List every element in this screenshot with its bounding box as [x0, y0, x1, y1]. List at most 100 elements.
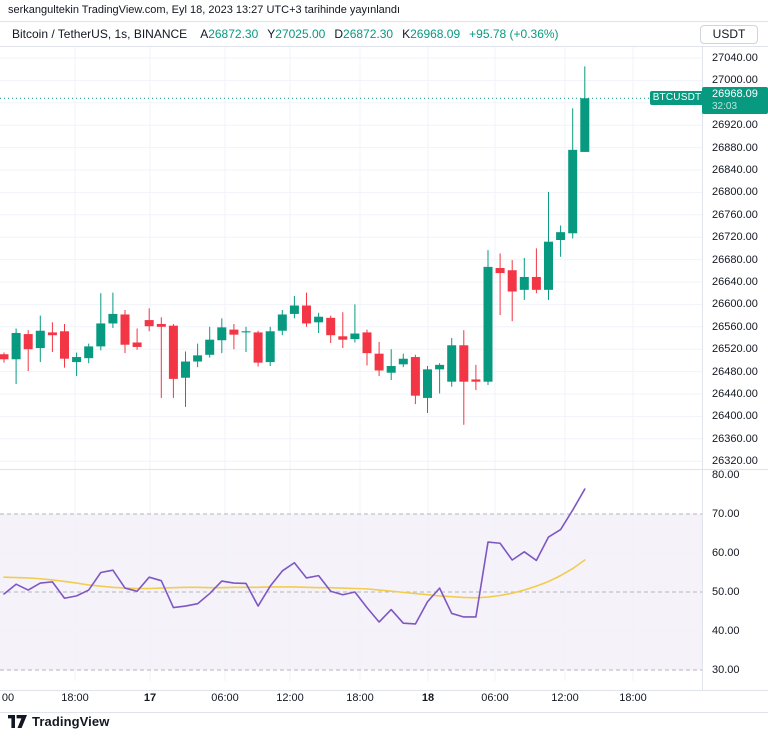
ohlc-label: D [334, 27, 344, 41]
candle-body [205, 339, 215, 355]
candle[interactable] [568, 108, 578, 239]
candle[interactable] [302, 292, 311, 327]
time-axis[interactable]: 00 18:00 17 06:00 12:00 18:00 18 06:00 12:00 18:0… [0, 692, 768, 712]
time-axis-label: 00 [1, 692, 15, 704]
price-axis-label: 26360.00 [712, 432, 758, 445]
candle[interactable] [507, 260, 517, 322]
candle[interactable] [11, 328, 21, 384]
candle[interactable] [544, 191, 553, 300]
candle-body [96, 323, 106, 347]
last-price-label: 26968.09 32:03 [702, 87, 768, 114]
candle[interactable] [217, 318, 227, 354]
candle[interactable] [326, 315, 336, 344]
candle[interactable] [181, 351, 190, 407]
rsi-axis-label: 80.00 [712, 469, 740, 481]
candle[interactable] [447, 338, 457, 387]
ohlc-value: 26872.30 [208, 27, 259, 41]
candle[interactable] [132, 328, 142, 350]
candle[interactable] [277, 310, 287, 336]
candle-body [84, 346, 94, 359]
time-axis-label: 18:00 [346, 692, 374, 704]
candle[interactable] [193, 343, 203, 368]
toolbar-separator [0, 46, 768, 47]
tradingview-logo-text[interactable]: TradingView [32, 714, 110, 729]
widget-bottom-border [0, 712, 768, 713]
candle[interactable] [144, 308, 154, 332]
price-axis-label: 26440.00 [712, 388, 758, 400]
candle[interactable] [168, 324, 178, 398]
candle[interactable] [556, 225, 566, 257]
candle-body [568, 149, 578, 234]
candle[interactable] [108, 292, 118, 328]
candle[interactable] [23, 330, 33, 372]
candle[interactable] [435, 363, 445, 394]
candle[interactable] [459, 330, 469, 425]
candle[interactable] [471, 364, 481, 391]
price-axis-label: 26680.00 [712, 253, 758, 266]
candle[interactable] [314, 312, 324, 333]
candle[interactable] [338, 312, 348, 349]
candle[interactable] [386, 349, 396, 380]
price-pane-chart[interactable] [0, 47, 702, 469]
rsi-ma-line [3, 559, 586, 599]
candle[interactable] [423, 366, 432, 414]
candle-body [193, 355, 203, 362]
candle[interactable] [84, 343, 94, 364]
candle[interactable] [47, 322, 57, 352]
candle-body [531, 276, 541, 290]
ohlc-value: 26872.30 [343, 27, 394, 41]
candle-body [519, 276, 529, 290]
candle[interactable] [60, 324, 69, 368]
candle[interactable] [156, 317, 166, 398]
candle[interactable] [483, 250, 493, 386]
rsi-pane-chart[interactable] [0, 470, 702, 686]
price-axis-border [702, 47, 703, 690]
candle[interactable] [0, 352, 9, 363]
attribution-text: serkangultekin TradingView.com, Eyl 18, … [8, 4, 401, 16]
candle-body [72, 357, 82, 363]
ohlc-label: K [402, 27, 411, 41]
time-axis-label: 18 [421, 692, 435, 704]
candle[interactable] [362, 329, 372, 366]
candle[interactable] [120, 310, 130, 354]
candle[interactable] [265, 326, 275, 366]
candle[interactable] [35, 315, 45, 363]
symbol-title[interactable]: Bitcoin / TetherUS, 1s, BINANCE [12, 27, 188, 41]
candle[interactable] [531, 248, 541, 294]
candle[interactable] [72, 352, 82, 377]
candle[interactable] [289, 296, 299, 319]
ohlc-label: A [200, 27, 209, 41]
currency-toggle-button[interactable]: USDT [700, 25, 758, 44]
candle-body [265, 331, 275, 363]
candle-body [120, 314, 130, 345]
price-axis-label: 27000.00 [712, 74, 758, 87]
price-axis-label: 26840.00 [712, 164, 758, 176]
candle[interactable] [253, 330, 263, 367]
candle-body [447, 345, 457, 382]
candle[interactable] [580, 66, 590, 152]
candle[interactable] [205, 326, 215, 358]
candle-body [423, 369, 432, 398]
time-axis-label: 17 [143, 692, 157, 704]
price-axis-label: 26560.00 [712, 320, 758, 333]
candle[interactable] [519, 257, 529, 300]
candle-body [326, 317, 336, 336]
candle[interactable] [410, 354, 420, 405]
candle[interactable] [241, 326, 251, 352]
rsi-line [3, 488, 586, 625]
candle[interactable] [350, 304, 360, 343]
rsi-axis[interactable]: 80.00 70.00 60.00 50.00 40.00 30.00 [702, 469, 768, 686]
rsi-axis-label: 70.00 [712, 508, 740, 520]
candle[interactable] [229, 324, 239, 350]
candle-body [483, 266, 493, 382]
price-axis[interactable]: 27040.00 27000.00 26920.00 26880.00 26840.00… [702, 47, 768, 469]
footer: TradingView [8, 714, 109, 729]
candle[interactable] [374, 341, 384, 377]
candle[interactable] [495, 253, 505, 316]
candle[interactable] [398, 353, 408, 368]
candle-body [459, 345, 469, 382]
candle[interactable] [96, 293, 106, 351]
tradingview-logo-icon[interactable] [8, 715, 27, 728]
widget-top-border [0, 21, 768, 22]
